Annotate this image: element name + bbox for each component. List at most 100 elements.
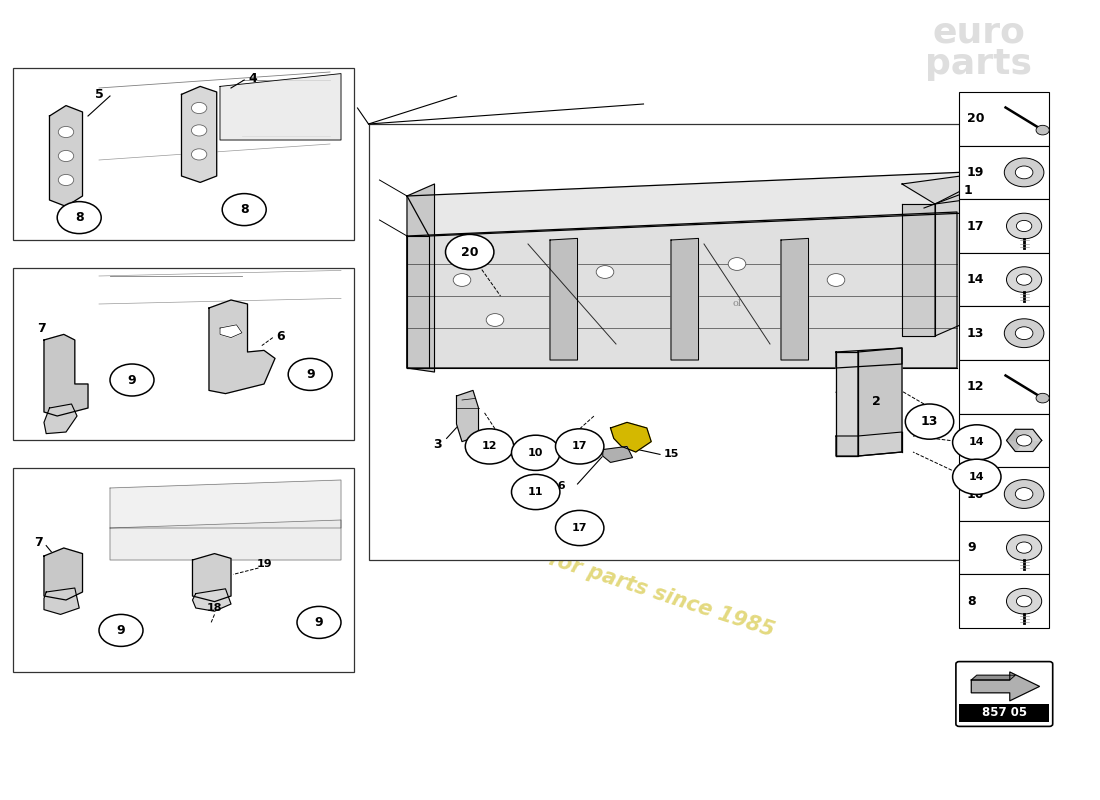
Circle shape bbox=[1015, 166, 1033, 178]
Bar bbox=[959, 467, 1049, 521]
Text: 8: 8 bbox=[75, 211, 84, 224]
Polygon shape bbox=[407, 172, 990, 236]
Polygon shape bbox=[220, 74, 341, 140]
Text: 13: 13 bbox=[921, 415, 938, 428]
Circle shape bbox=[905, 404, 954, 439]
Bar bbox=[959, 414, 1049, 467]
Text: ol: ol bbox=[733, 299, 741, 309]
Text: 19: 19 bbox=[256, 559, 272, 569]
Text: 7: 7 bbox=[37, 322, 46, 334]
Circle shape bbox=[1006, 588, 1042, 614]
Polygon shape bbox=[407, 236, 429, 368]
Text: 10: 10 bbox=[967, 487, 984, 501]
Polygon shape bbox=[836, 432, 902, 456]
Circle shape bbox=[1006, 534, 1042, 560]
Circle shape bbox=[222, 194, 266, 226]
Circle shape bbox=[1015, 326, 1033, 339]
Polygon shape bbox=[1015, 440, 1033, 451]
Text: 8: 8 bbox=[967, 594, 976, 608]
Circle shape bbox=[596, 266, 614, 278]
Circle shape bbox=[1036, 394, 1049, 403]
Text: 9: 9 bbox=[315, 616, 323, 629]
Text: euro
parts: euro parts bbox=[925, 15, 1033, 81]
Polygon shape bbox=[182, 86, 217, 182]
Polygon shape bbox=[603, 446, 632, 462]
Circle shape bbox=[728, 258, 746, 270]
Circle shape bbox=[191, 125, 207, 136]
Polygon shape bbox=[192, 554, 231, 602]
Text: 9: 9 bbox=[128, 374, 136, 386]
Circle shape bbox=[1016, 542, 1032, 554]
Polygon shape bbox=[50, 106, 82, 206]
Text: 2: 2 bbox=[872, 395, 881, 408]
Circle shape bbox=[446, 234, 494, 270]
Polygon shape bbox=[671, 238, 698, 360]
Text: 15: 15 bbox=[663, 450, 679, 459]
Bar bbox=[959, 146, 1049, 199]
Circle shape bbox=[486, 314, 504, 326]
Polygon shape bbox=[110, 520, 341, 560]
Polygon shape bbox=[192, 589, 231, 611]
Polygon shape bbox=[1024, 430, 1042, 440]
Circle shape bbox=[1016, 220, 1032, 232]
Polygon shape bbox=[550, 238, 578, 360]
Circle shape bbox=[1004, 158, 1044, 186]
Circle shape bbox=[1004, 480, 1044, 509]
Text: 17: 17 bbox=[572, 523, 587, 533]
Polygon shape bbox=[110, 480, 341, 528]
Bar bbox=[959, 92, 1049, 146]
Polygon shape bbox=[220, 325, 242, 338]
Circle shape bbox=[1016, 434, 1032, 446]
Bar bbox=[959, 704, 1049, 722]
Text: 9: 9 bbox=[967, 541, 976, 554]
Circle shape bbox=[99, 614, 143, 646]
Text: 14: 14 bbox=[969, 438, 984, 447]
Text: 10: 10 bbox=[528, 448, 543, 458]
Circle shape bbox=[556, 510, 604, 546]
Circle shape bbox=[1016, 595, 1032, 606]
Polygon shape bbox=[1006, 440, 1024, 451]
Circle shape bbox=[1015, 488, 1033, 501]
Circle shape bbox=[453, 274, 471, 286]
Circle shape bbox=[512, 474, 560, 510]
Polygon shape bbox=[971, 672, 1040, 701]
Circle shape bbox=[110, 364, 154, 396]
Circle shape bbox=[556, 429, 604, 464]
Circle shape bbox=[297, 606, 341, 638]
Polygon shape bbox=[44, 588, 79, 614]
Bar bbox=[959, 521, 1049, 574]
Text: 1: 1 bbox=[964, 184, 972, 197]
Polygon shape bbox=[610, 422, 651, 452]
Circle shape bbox=[1006, 214, 1042, 238]
Text: 19: 19 bbox=[967, 166, 984, 179]
Polygon shape bbox=[209, 300, 275, 394]
Polygon shape bbox=[971, 675, 1015, 680]
Polygon shape bbox=[1006, 430, 1024, 440]
Circle shape bbox=[512, 435, 560, 470]
Text: 13: 13 bbox=[967, 326, 984, 340]
Text: 857 05: 857 05 bbox=[981, 706, 1027, 719]
Polygon shape bbox=[836, 352, 858, 456]
Polygon shape bbox=[44, 334, 88, 416]
Circle shape bbox=[953, 425, 1001, 460]
Bar bbox=[959, 574, 1049, 628]
Circle shape bbox=[1016, 274, 1032, 286]
FancyBboxPatch shape bbox=[956, 662, 1053, 726]
Bar bbox=[13, 68, 354, 240]
Text: 20: 20 bbox=[967, 112, 984, 126]
Polygon shape bbox=[935, 176, 990, 336]
Text: 12: 12 bbox=[482, 442, 497, 451]
Text: 3: 3 bbox=[433, 438, 442, 451]
Text: 5: 5 bbox=[95, 88, 103, 101]
Text: 18: 18 bbox=[207, 603, 222, 613]
Text: 85: 85 bbox=[685, 286, 899, 434]
Text: 16: 16 bbox=[551, 482, 566, 491]
Polygon shape bbox=[902, 172, 1023, 204]
Polygon shape bbox=[407, 212, 957, 368]
Polygon shape bbox=[858, 348, 902, 456]
Polygon shape bbox=[44, 548, 82, 600]
Bar bbox=[959, 360, 1049, 414]
Text: 4: 4 bbox=[249, 72, 257, 85]
Polygon shape bbox=[902, 204, 935, 336]
Circle shape bbox=[57, 202, 101, 234]
